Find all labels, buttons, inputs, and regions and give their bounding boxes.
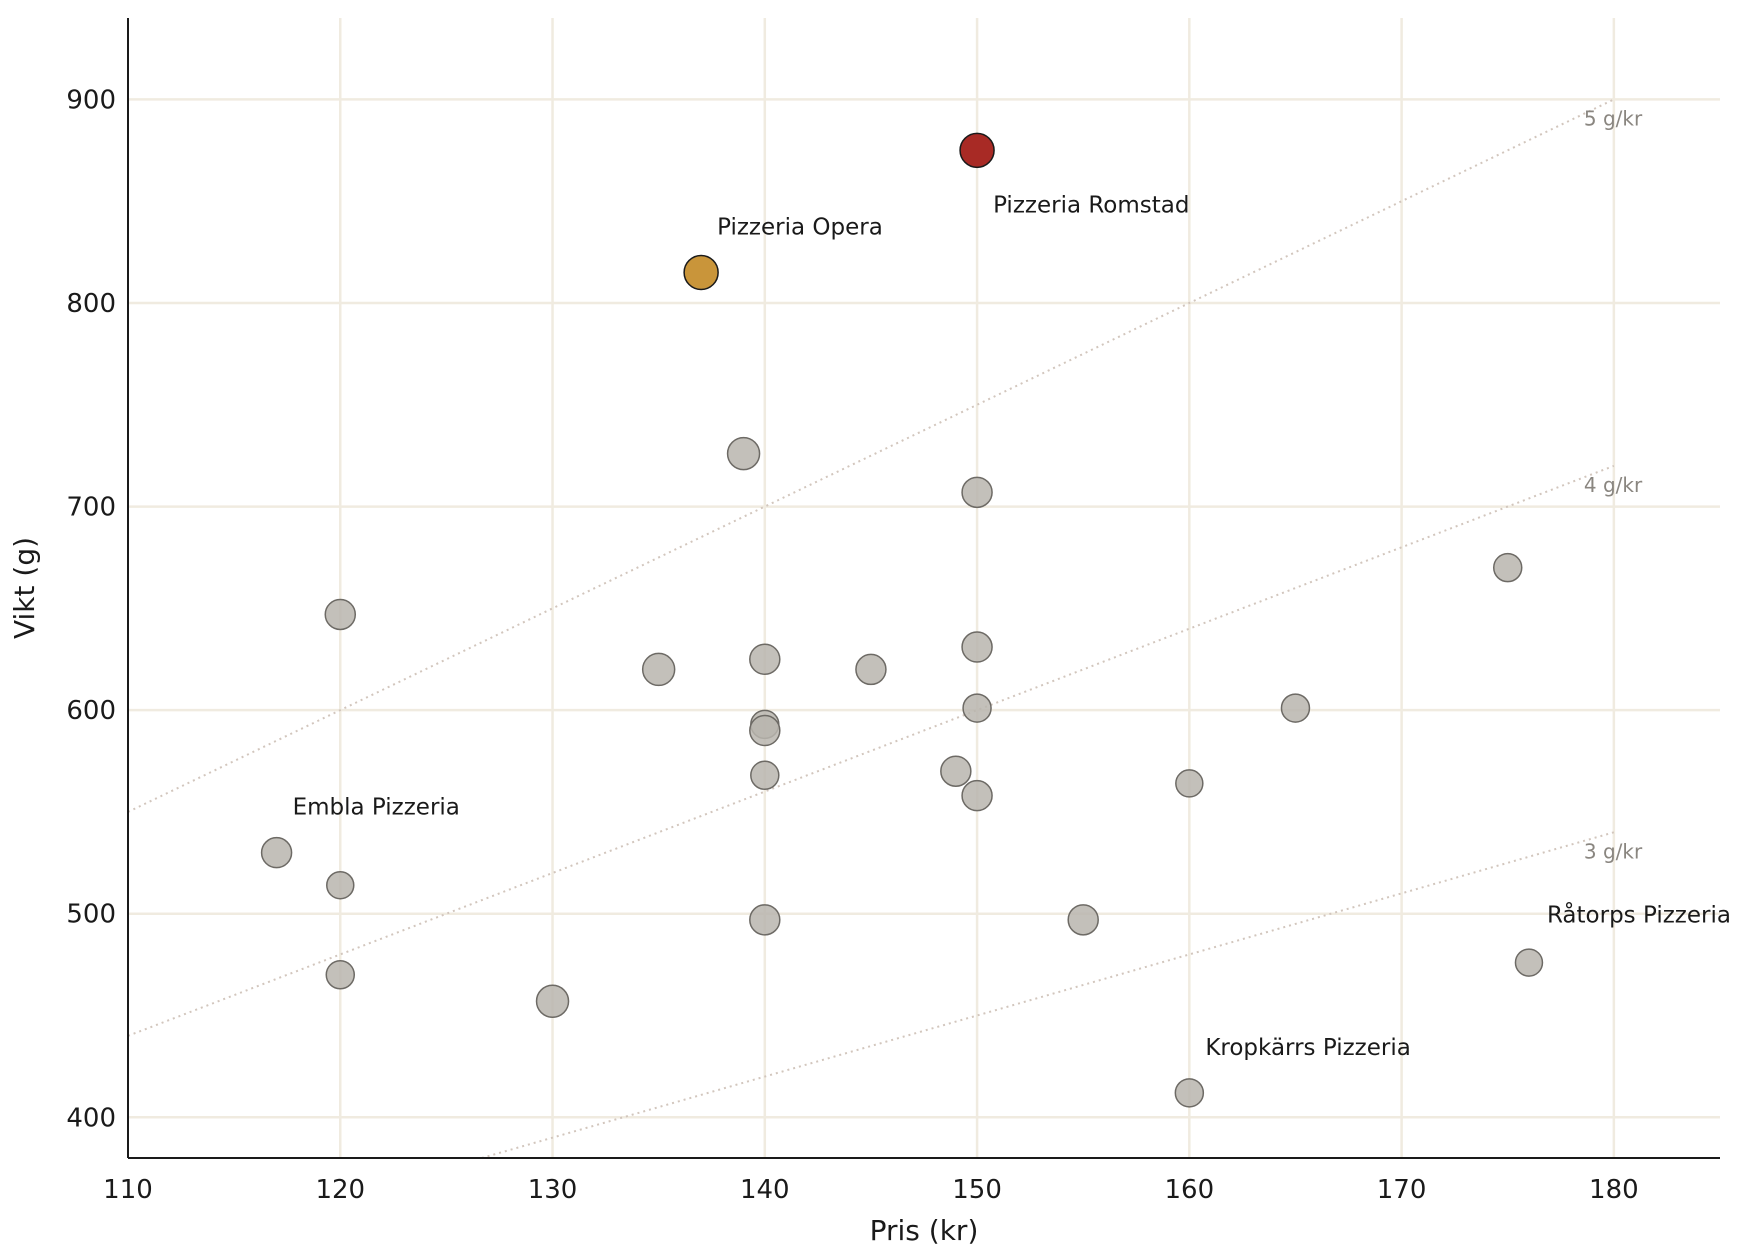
grid bbox=[128, 18, 1720, 1158]
x-tick-label: 170 bbox=[1377, 1175, 1427, 1205]
data-point bbox=[1175, 769, 1204, 798]
data-point bbox=[1067, 904, 1099, 936]
data-point bbox=[940, 755, 972, 787]
tick-labels: 110 120 130 140 150 160 170 180 400 500 600 700 800 9… bbox=[66, 85, 1638, 1205]
x-tick-label: 120 bbox=[315, 1175, 365, 1205]
data-point bbox=[961, 631, 993, 663]
data-point bbox=[749, 643, 781, 675]
y-tick-label: 700 bbox=[66, 493, 116, 523]
reference-line bbox=[481, 831, 1615, 1159]
highlighted-point bbox=[959, 132, 995, 169]
reference-lines: 5 g/kr 4 g/kr 3 g/kr bbox=[127, 98, 1643, 1159]
x-tick-label: 130 bbox=[528, 1175, 578, 1205]
data-point bbox=[326, 870, 355, 900]
data-point bbox=[749, 714, 781, 747]
data-point bbox=[325, 960, 356, 990]
data-point bbox=[535, 984, 570, 1018]
y-tick-label: 800 bbox=[66, 289, 116, 319]
data-point bbox=[324, 598, 357, 631]
y-tick-label: 500 bbox=[66, 900, 116, 930]
y-tick-label: 600 bbox=[66, 696, 116, 726]
point-label: Embla Pizzeria bbox=[293, 795, 460, 821]
x-tick-label: 150 bbox=[952, 1175, 1002, 1205]
data-point bbox=[260, 836, 293, 869]
data-point bbox=[961, 476, 993, 509]
data-point bbox=[961, 779, 993, 812]
data-point bbox=[749, 904, 781, 936]
reference-line bbox=[127, 464, 1615, 1037]
data-point bbox=[962, 693, 992, 723]
data-point bbox=[1514, 948, 1544, 977]
data-point bbox=[1174, 1078, 1205, 1108]
y-tick-label: 900 bbox=[66, 85, 116, 115]
reference-line bbox=[127, 98, 1615, 813]
data-point bbox=[750, 760, 780, 791]
point-label: Pizzeria Opera bbox=[717, 214, 883, 240]
point-label: Kropkärrs Pizzeria bbox=[1205, 1035, 1411, 1061]
point-labels: Embla Pizzeria Råtorps Pizzeria Kropkärrs … bbox=[293, 192, 1731, 1061]
data-point bbox=[1280, 693, 1311, 723]
highlighted-point bbox=[683, 254, 719, 291]
data-point bbox=[855, 653, 887, 686]
data-point bbox=[1492, 552, 1523, 583]
reference-line-label: 5 g/kr bbox=[1584, 106, 1643, 130]
data-point bbox=[726, 436, 761, 471]
x-tick-label: 160 bbox=[1165, 1175, 1215, 1205]
x-tick-label: 140 bbox=[740, 1175, 790, 1205]
x-tick-label: 110 bbox=[103, 1175, 153, 1205]
y-axis-title: Vikt (g) bbox=[8, 537, 41, 639]
data-points bbox=[260, 132, 1544, 1108]
axes bbox=[127, 18, 1720, 1159]
y-tick-label: 400 bbox=[66, 1103, 116, 1133]
data-point bbox=[641, 652, 676, 687]
x-axis-title: Pris (kr) bbox=[870, 1214, 979, 1247]
x-tick-label: 180 bbox=[1589, 1175, 1639, 1205]
point-label: Pizzeria Romstad bbox=[993, 192, 1189, 218]
reference-line-label: 3 g/kr bbox=[1584, 839, 1643, 863]
reference-line-label: 4 g/kr bbox=[1584, 473, 1643, 497]
point-label: Råtorps Pizzeria bbox=[1547, 901, 1731, 929]
